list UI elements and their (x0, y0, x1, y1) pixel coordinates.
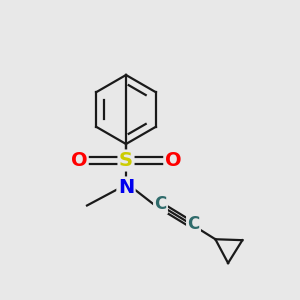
Text: O: O (70, 151, 87, 170)
Text: C: C (154, 195, 166, 213)
Text: N: N (118, 178, 134, 197)
Text: S: S (119, 151, 133, 170)
Text: C: C (188, 215, 200, 233)
Text: O: O (165, 151, 182, 170)
